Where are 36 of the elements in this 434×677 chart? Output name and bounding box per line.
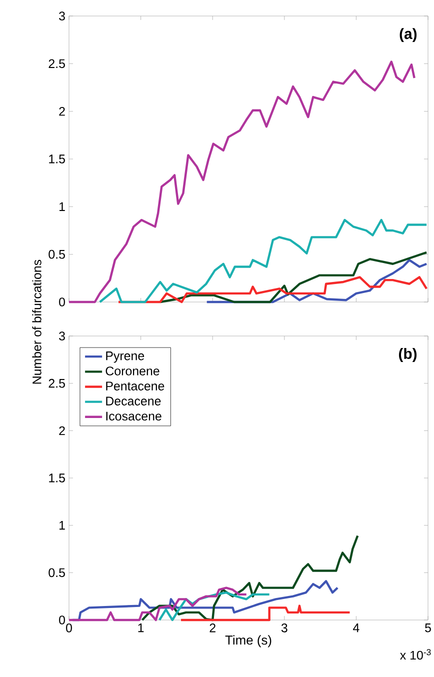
y-tick-label: 0 bbox=[59, 298, 65, 306]
text: x 10$^{-3}$ bbox=[400, 649, 431, 660]
x-tick-label: 4 bbox=[353, 624, 360, 632]
y-tick-label: 2 bbox=[59, 426, 65, 436]
y-tick-label: 2.5 bbox=[48, 378, 65, 388]
y-tick-label: 2.5 bbox=[48, 59, 65, 68]
y-tick-label: 2 bbox=[59, 106, 65, 116]
x-tick-label: 3 bbox=[281, 624, 288, 632]
line-series bbox=[158, 591, 270, 622]
y-tick-label: 1.5 bbox=[49, 474, 65, 482]
line-series bbox=[180, 604, 351, 622]
legend-label: Pentacene bbox=[106, 382, 164, 390]
legend-label: Pyrene bbox=[106, 352, 144, 363]
annotation: (a) bbox=[400, 28, 417, 42]
line-series bbox=[141, 534, 359, 622]
legend-label: Decacene bbox=[106, 396, 161, 406]
y-tick-label: 1 bbox=[60, 521, 65, 530]
x-axis-title: Time (s) bbox=[225, 635, 272, 648]
line-series bbox=[68, 60, 416, 304]
line-series bbox=[68, 586, 248, 622]
annotation: (b) bbox=[398, 348, 417, 362]
line-series bbox=[159, 251, 428, 304]
y-tick-label: 3 bbox=[59, 332, 65, 340]
x-tick-label: 5 bbox=[425, 624, 431, 632]
x-tick-label: 1 bbox=[138, 624, 144, 632]
x-tick-label: 0 bbox=[66, 624, 72, 632]
y-tick-label: 0.5 bbox=[48, 250, 65, 259]
legend-label: Icosacene bbox=[106, 412, 162, 421]
y-tick-label: 0.5 bbox=[48, 568, 65, 578]
x-tick-label: 2 bbox=[210, 624, 216, 632]
y-tick-label: 1 bbox=[60, 202, 65, 211]
legend-label: Coronene bbox=[106, 366, 160, 376]
y-tick-label: 0 bbox=[59, 616, 65, 624]
y-tick-label: 3 bbox=[59, 12, 65, 20]
y-tick-label: 1.5 bbox=[49, 154, 65, 164]
y-axis-title: Number of bifurcations bbox=[32, 260, 42, 384]
